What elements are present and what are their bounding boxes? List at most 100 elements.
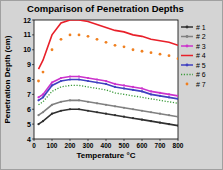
series-marker	[69, 108, 71, 110]
x-tick	[34, 139, 35, 141]
series-marker	[60, 110, 62, 112]
y-label: Penetration Depth (cm)	[3, 35, 12, 123]
series-marker	[132, 108, 134, 110]
series-marker	[123, 87, 125, 89]
series-marker	[177, 98, 178, 100]
series-marker	[150, 111, 152, 113]
series-marker	[114, 44, 117, 47]
series-marker	[42, 96, 44, 98]
x-tick	[106, 139, 107, 141]
series-marker	[51, 48, 54, 51]
series-marker	[177, 116, 178, 118]
series-marker	[37, 96, 39, 98]
legend-label: # 2	[196, 33, 206, 40]
x-tick	[124, 139, 125, 141]
series-marker	[141, 90, 143, 92]
x-tick-label: 800	[173, 142, 184, 149]
series-marker	[96, 81, 98, 83]
series-marker	[78, 75, 80, 77]
legend-label: # 4	[196, 52, 206, 59]
series-marker	[105, 80, 107, 82]
series-marker	[96, 102, 98, 104]
legend-line	[181, 55, 193, 57]
series-marker	[87, 101, 89, 103]
series-marker	[150, 93, 152, 95]
x-tick-label: 300	[83, 142, 94, 149]
series-marker	[123, 107, 125, 109]
y-tick	[32, 49, 34, 50]
x-tick-label: 100	[47, 142, 58, 149]
title: Comparison of Penetration Depths	[27, 3, 184, 14]
series-marker	[78, 99, 80, 101]
series-marker	[96, 78, 98, 80]
chart: Comparison of Penetration Depths45678910…	[0, 0, 223, 170]
series-marker	[159, 53, 162, 56]
x-tick	[88, 139, 89, 141]
series-marker	[132, 48, 135, 51]
series-marker	[51, 104, 53, 106]
series-marker	[60, 80, 62, 82]
legend-marker	[186, 26, 189, 29]
series-marker	[150, 120, 152, 122]
legend-marker	[186, 64, 189, 67]
legend-line	[181, 45, 193, 47]
series-marker	[69, 78, 71, 80]
series-marker	[123, 84, 125, 86]
series-marker	[51, 84, 53, 86]
series-marker	[177, 95, 178, 97]
series-marker	[96, 38, 99, 41]
series-marker	[159, 122, 161, 124]
y-tick	[32, 124, 34, 125]
series-marker	[105, 104, 107, 106]
series-marker	[42, 71, 45, 74]
series-marker	[114, 114, 116, 116]
y-tick-label: 9	[27, 61, 31, 68]
legend-marker	[186, 35, 189, 38]
x-tick	[178, 139, 179, 141]
legend-label: # 1	[196, 24, 206, 31]
legend-line	[181, 64, 193, 66]
series-marker	[78, 108, 80, 110]
series-marker	[51, 113, 53, 115]
legend-label: # 7	[196, 81, 206, 88]
y-tick	[32, 64, 34, 65]
legend-marker	[186, 45, 189, 48]
y-tick-label: 4	[27, 136, 31, 143]
series-marker	[105, 83, 107, 85]
y-tick-label: 5	[27, 121, 31, 128]
plot-marks	[37, 20, 178, 127]
y-tick	[32, 109, 34, 110]
x-tick-label: 200	[65, 142, 76, 149]
x-tick	[142, 139, 143, 141]
series-marker	[132, 117, 134, 119]
series-marker	[87, 77, 89, 79]
series-marker	[87, 80, 89, 82]
y-tick	[32, 34, 34, 35]
series-marker	[60, 101, 62, 103]
series-marker	[37, 123, 39, 125]
series-marker	[114, 105, 116, 107]
series-line	[39, 77, 179, 98]
x-tick	[160, 139, 161, 141]
x-tick-label: 700	[155, 142, 166, 149]
y-tick-label: 8	[27, 76, 31, 83]
series-marker	[114, 86, 116, 88]
series-marker	[141, 110, 143, 112]
series-marker	[69, 75, 71, 77]
series-marker	[69, 33, 72, 36]
series-marker	[132, 89, 134, 91]
series-marker	[105, 113, 107, 115]
series-marker	[141, 50, 144, 53]
series-marker	[177, 57, 178, 60]
legend-line	[181, 36, 193, 38]
series-line	[39, 100, 179, 116]
y-tick-label: 6	[27, 106, 31, 113]
series-line	[39, 85, 179, 104]
series-marker	[78, 33, 81, 36]
series-marker	[132, 86, 134, 88]
series-marker	[42, 120, 44, 122]
legend-line	[181, 74, 193, 76]
x-tick	[70, 139, 71, 141]
series-marker	[150, 51, 153, 54]
series-marker	[141, 87, 143, 89]
